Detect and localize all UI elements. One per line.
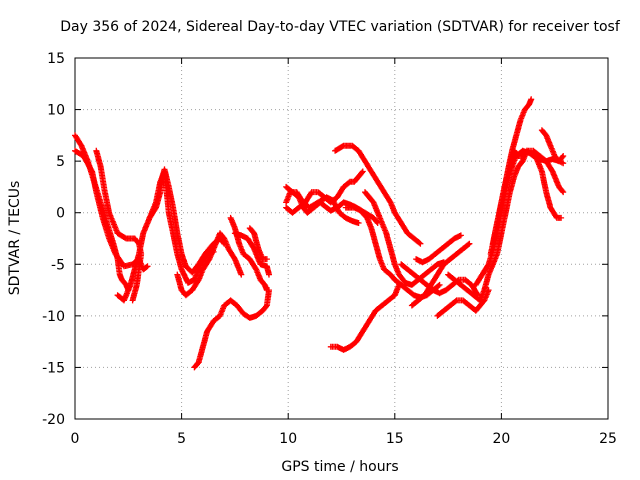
series-t21 [434,287,492,319]
series-markers [434,287,492,319]
y-tick-label: 15 [47,51,65,67]
x-tick-label: 15 [386,431,404,447]
y-tick-label: -5 [51,257,65,273]
series-t25 [489,147,567,247]
series-markers [408,240,473,309]
y-tick-label: 0 [56,206,65,222]
series-markers [146,166,228,276]
series-t14 [327,281,403,353]
series-markers [398,261,481,299]
series-t10 [246,225,270,263]
chart-title: Day 356 of 2024, Sidereal Day-to-day VTE… [60,19,621,35]
series-markers [413,232,464,266]
series-t18 [398,261,481,299]
series-markers [283,168,366,216]
series-t15 [332,142,424,247]
series-markers [332,142,424,247]
grid [75,58,608,419]
plot-frame [74,57,609,420]
series-t3 [93,147,145,304]
axis-ticks: 0 5 10 15 20 25 15 10 5 0 -5 -10 -15 -20 [42,51,617,447]
series-t26 [538,127,567,165]
series-t13 [283,168,366,216]
series-t19 [408,240,473,309]
series-markers [246,225,270,263]
x-tick-label: 10 [279,431,297,447]
x-tick-label: 0 [71,431,80,447]
x-tick-label: 5 [177,431,186,447]
series-markers [191,287,272,371]
x-tick-label: 20 [492,431,510,447]
y-tick-label: 5 [56,154,65,170]
series-markers [538,127,567,165]
series-markers [231,230,272,278]
y-tick-label: -20 [42,412,65,428]
y-axis-label: SDTVAR / TECUs [7,181,23,296]
series-markers [174,230,245,299]
series-t5 [146,166,228,276]
series-t9 [231,230,272,278]
series-markers [93,147,145,304]
series-t7 [191,287,272,371]
data-series [72,96,567,371]
series-markers [327,281,403,353]
y-tick-label: -10 [42,309,65,325]
x-tick-label: 25 [599,431,617,447]
series-t6 [174,230,245,299]
y-tick-label: -15 [42,360,65,376]
x-axis-label: GPS time / hours [281,459,398,475]
y-tick-label: 10 [47,103,65,119]
series-t20 [413,232,464,266]
series-markers [489,147,567,247]
